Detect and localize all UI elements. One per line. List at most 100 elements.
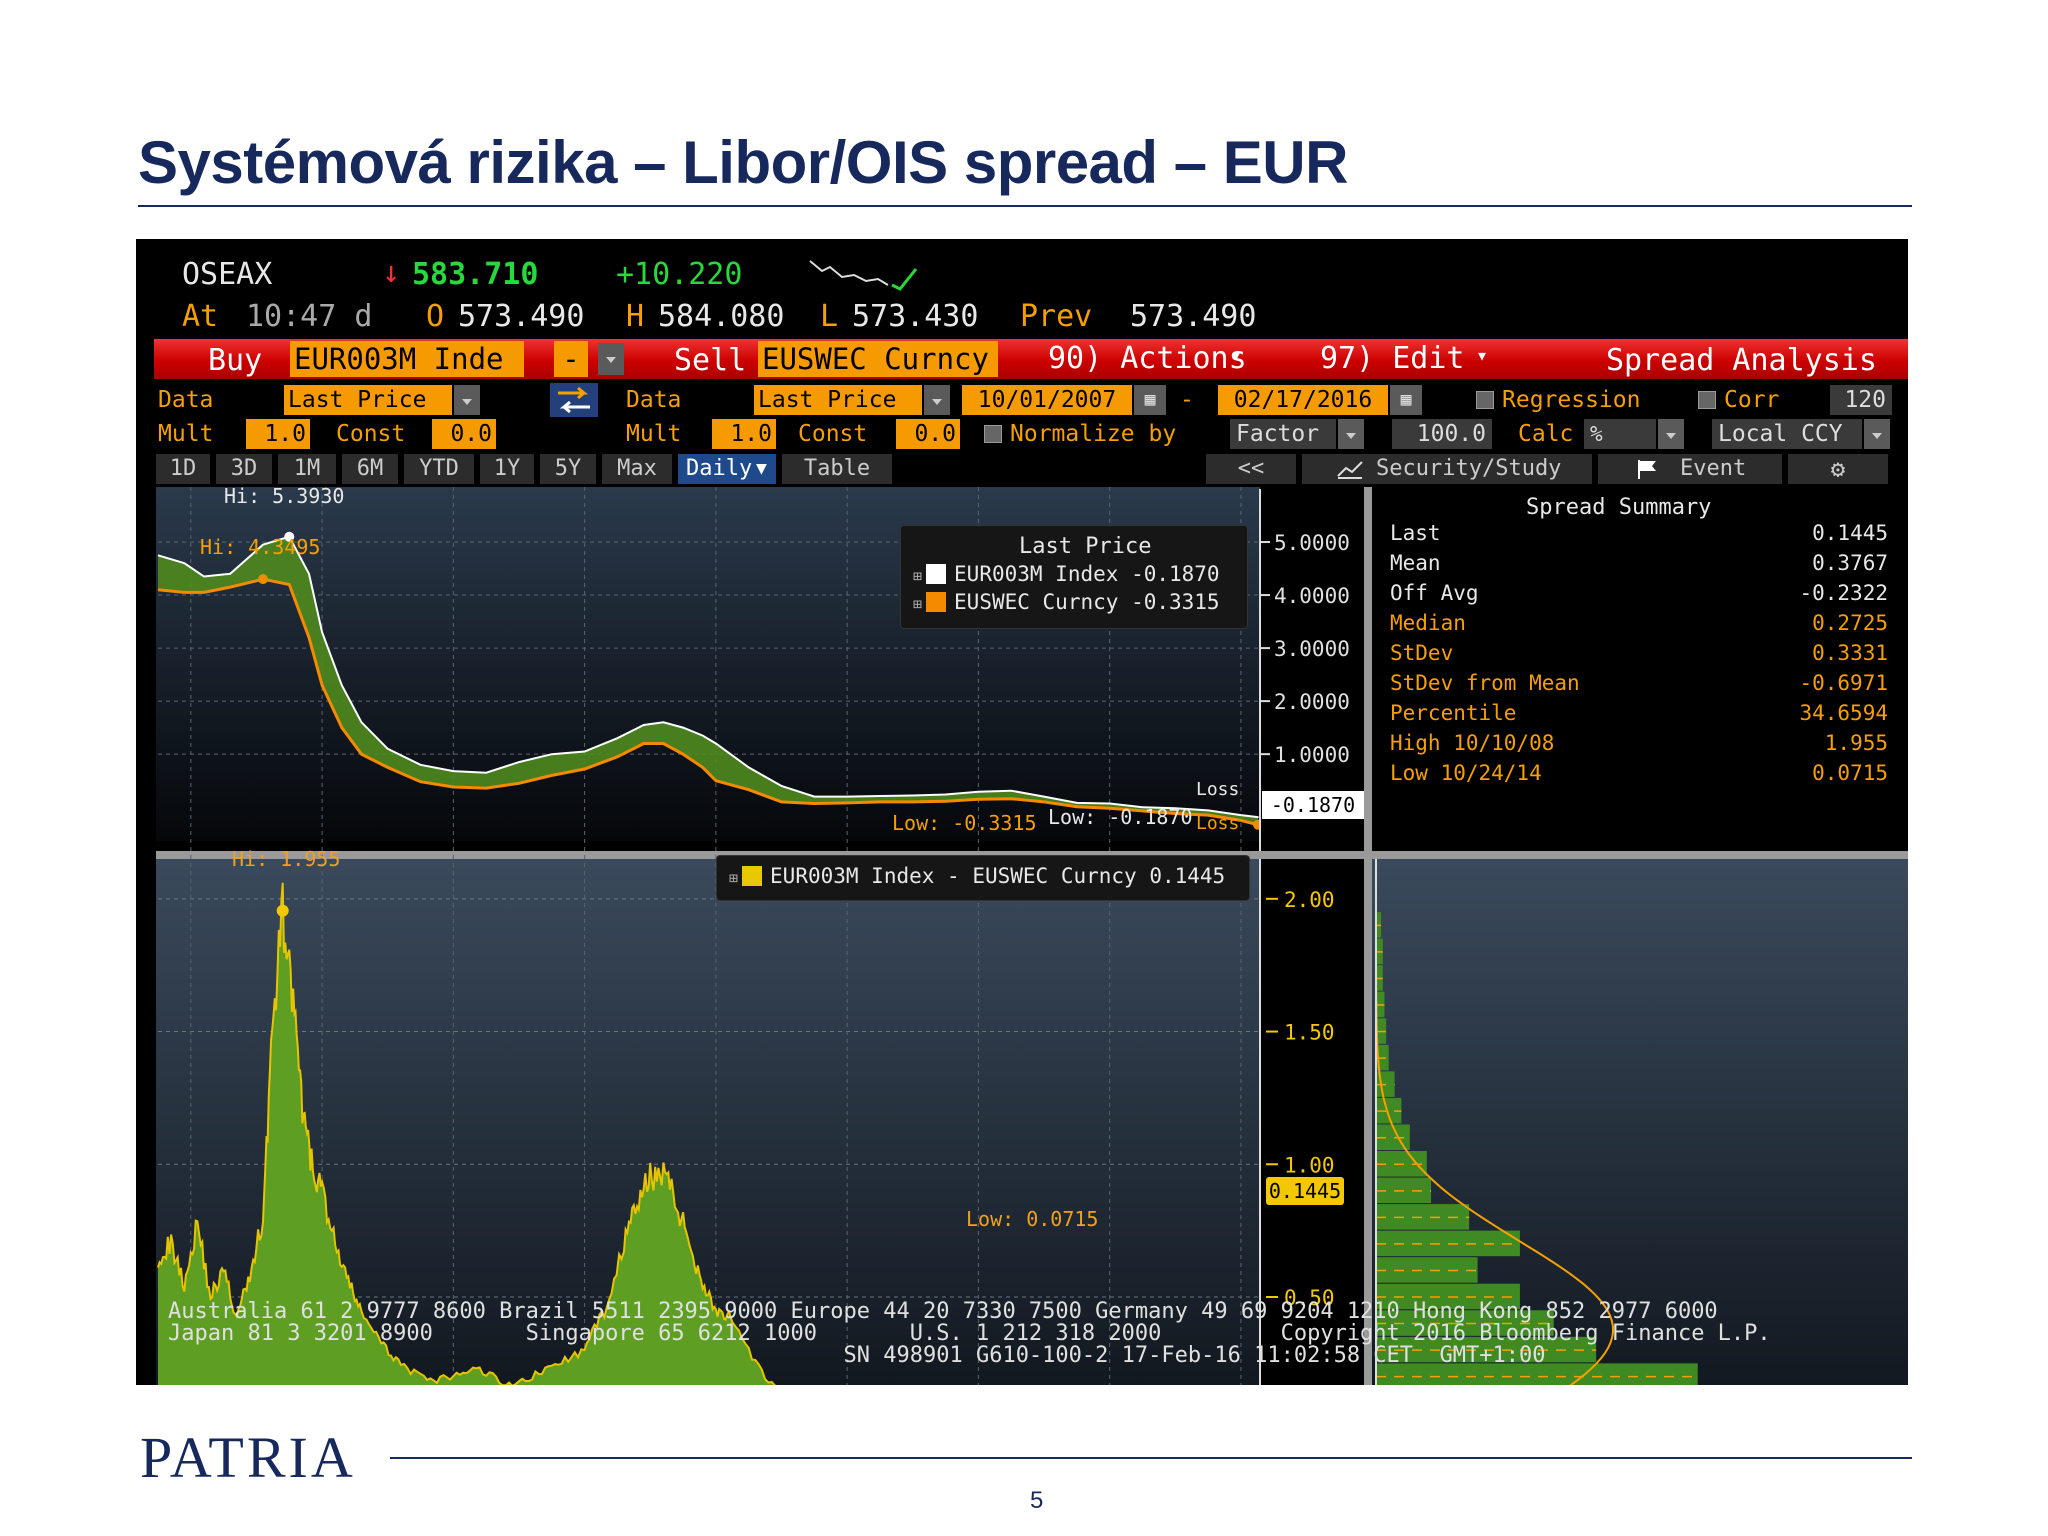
end-calendar-icon[interactable]: ▦: [1390, 385, 1422, 415]
swap-icon[interactable]: [550, 383, 598, 417]
start-calendar-icon[interactable]: ▦: [1134, 385, 1166, 415]
top-y-tick-label: 5.0000: [1274, 531, 1350, 555]
factor-dropdown[interactable]: [1338, 419, 1364, 449]
start-date-input[interactable]: 10/01/2007: [962, 385, 1132, 415]
bottom-plot: [157, 882, 776, 1385]
legend-entry-eusewc[interactable]: ⊞ EUSWEC Curncy -0.3315: [913, 590, 1220, 614]
const2-input[interactable]: 0.0: [896, 419, 960, 449]
top-y-tick-label: 4.0000: [1274, 584, 1350, 608]
summary-label: Mean: [1390, 551, 1441, 575]
tab-table[interactable]: Table: [782, 454, 892, 484]
const1-input[interactable]: 0.0: [432, 419, 496, 449]
low-value: 573.430: [852, 299, 979, 334]
bottom-y-tick-label: 1.50: [1284, 1021, 1335, 1045]
tab-ytd[interactable]: YTD: [404, 454, 474, 484]
tab-3d[interactable]: 3D: [216, 454, 272, 484]
sell-security-input[interactable]: EUSWEC Curncy: [758, 341, 998, 377]
top-legend: Last Price ⊞ EUR003M Index -0.1870 ⊞ EUSWE…: [900, 525, 1248, 629]
tab-6m[interactable]: 6M: [342, 454, 398, 484]
swatch-yellow: [742, 866, 763, 886]
actions-menu[interactable]: 90) Actions: [1048, 341, 1247, 376]
back-button[interactable]: <<: [1206, 454, 1296, 484]
summary-value: -0.2322: [1799, 581, 1888, 605]
top-plot: [157, 531, 1260, 830]
tab-1y[interactable]: 1Y: [480, 454, 534, 484]
legend-eusewc-last: -0.3315: [1131, 590, 1220, 614]
edit-chevron-down-icon[interactable]: ▾: [1476, 343, 1489, 367]
buy-field-select[interactable]: Last Price: [284, 385, 452, 415]
event-button[interactable]: [1598, 454, 1782, 484]
loss-label-2: Loss: [1196, 813, 1240, 834]
factor-select[interactable]: Factor: [1230, 419, 1336, 449]
tab-daily[interactable]: Daily: [678, 454, 776, 484]
const-label-2: Const: [798, 421, 868, 447]
daily-chevron-down-icon[interactable]: ▼: [756, 458, 767, 479]
chart-study-icon: [1337, 461, 1363, 479]
buy-field-dropdown[interactable]: [454, 385, 480, 415]
ticker-change: +10.220: [616, 257, 743, 292]
low-orange-point: [1253, 819, 1260, 830]
summary-value: 0.3767: [1812, 551, 1888, 575]
sell-field-select[interactable]: Last Price: [754, 385, 922, 415]
summary-label: Low 10/24/14: [1390, 761, 1542, 785]
regression-checkbox[interactable]: [1476, 391, 1494, 409]
operator-dropdown[interactable]: [598, 343, 624, 375]
histogram-bar: [1376, 1257, 1478, 1283]
vertical-divider[interactable]: [1364, 487, 1372, 1385]
slide-title: Systémová rizika – Libor/OIS spread – EU…: [138, 129, 1348, 196]
summary-label: StDev: [1390, 641, 1454, 665]
legend-eur003m-last: -0.1870: [1131, 562, 1220, 586]
tab-max[interactable]: Max: [602, 454, 672, 484]
tab-1d[interactable]: 1D: [156, 454, 210, 484]
mult1-input[interactable]: 1.0: [246, 419, 310, 449]
top-y-tick-label: 3.0000: [1274, 637, 1350, 661]
ccy-select[interactable]: Local CCY: [1712, 419, 1862, 449]
gear-icon[interactable]: ⚙: [1788, 454, 1888, 484]
legend-entry-eur003m[interactable]: ⊞ EUR003M Index -0.1870: [913, 562, 1220, 586]
summary-value: 1.955: [1824, 731, 1888, 755]
ccy-dropdown[interactable]: [1864, 419, 1890, 449]
calc-dropdown[interactable]: [1658, 419, 1684, 449]
legend-entry-spread[interactable]: ⊞ EUR003M Index - EUSWEC Curncy 0.1445: [729, 864, 1225, 888]
tab-1m[interactable]: 1M: [278, 454, 336, 484]
footer-line-3: SN 498901 G610-100-2 17-Feb-16 11:02:58 …: [168, 1343, 1546, 1368]
spread-analysis-title: Spread Analysis: [1606, 343, 1877, 378]
top-y-tick-label: 2.0000: [1274, 690, 1350, 714]
corr-checkbox[interactable]: [1698, 391, 1716, 409]
expand-icon[interactable]: ⊞: [913, 567, 923, 585]
normalize-checkbox[interactable]: [984, 425, 1002, 443]
edit-menu[interactable]: 97) Edit: [1320, 341, 1465, 376]
legend-eusewc-name: EUSWEC Curncy: [954, 590, 1119, 614]
summary-label: Median: [1390, 611, 1466, 635]
summary-title: Spread Summary: [1526, 495, 1712, 520]
mult-label-1: Mult: [158, 421, 214, 447]
actions-chevron-down-icon[interactable]: ▾: [1230, 343, 1243, 367]
low-spread-label: Low: 0.0715: [966, 1207, 1099, 1231]
factor-value-input[interactable]: 100.0: [1392, 419, 1492, 449]
sell-field-dropdown[interactable]: [924, 385, 950, 415]
legend-spread-name: EUR003M Index - EUSWEC Curncy: [770, 864, 1137, 888]
tab-5y[interactable]: 5Y: [540, 454, 596, 484]
hi-spread-point: [276, 904, 289, 917]
mult2-input[interactable]: 1.0: [712, 419, 776, 449]
expand-icon[interactable]: ⊞: [729, 869, 739, 887]
summary-value: 0.3331: [1812, 641, 1888, 665]
buy-button[interactable]: Buy: [208, 343, 263, 378]
sell-button[interactable]: Sell: [674, 343, 747, 378]
down-arrow-icon: ↓: [382, 255, 401, 290]
summary-value: 34.6594: [1799, 701, 1888, 725]
hi-white-label: Hi: 5.3930: [224, 484, 345, 508]
spread-chart-svg: 0120240360480600 5.00004.00003.00002.000…: [156, 487, 1908, 1385]
buy-security-input[interactable]: EUR003M Inde: [290, 341, 524, 377]
corr-value-input[interactable]: 120: [1830, 385, 1892, 415]
expand-icon[interactable]: ⊞: [913, 595, 923, 613]
end-date-input[interactable]: 02/17/2016: [1218, 385, 1388, 415]
date-dash: -: [1180, 387, 1194, 413]
summary-label: Percentile: [1390, 701, 1517, 725]
calc-select[interactable]: %: [1584, 419, 1656, 449]
flag-icon: [1638, 460, 1656, 479]
bottom-legend: ⊞ EUR003M Index - EUSWEC Curncy 0.1445: [716, 855, 1250, 901]
operator-input[interactable]: -: [554, 341, 588, 377]
ticker-price: 583.710: [412, 257, 539, 292]
footer-line-1: Australia 61 2 9777 8600 Brazil 5511 239…: [168, 1299, 1718, 1324]
